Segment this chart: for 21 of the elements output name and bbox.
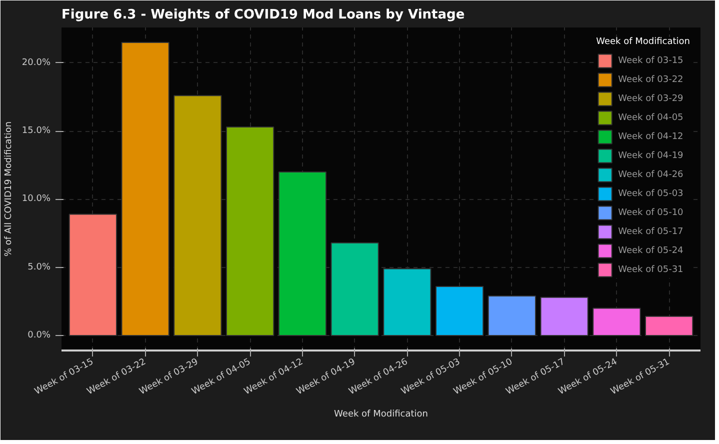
legend-label: Week of 05-03 xyxy=(618,188,684,200)
legend-label: Week of 03-22 xyxy=(618,74,684,86)
legend-label: Week of 03-29 xyxy=(618,92,684,106)
y-tick-label: 15.0% xyxy=(22,126,51,136)
x-axis-title: Week of Modification xyxy=(334,410,428,420)
y-tick-label: 0.0% xyxy=(28,330,51,341)
y-tick-label: 5.0% xyxy=(28,262,51,272)
legend-label: Week of 05-17 xyxy=(618,226,684,238)
legend-label: Week of 05-31 xyxy=(618,264,684,276)
legend-label: Week of 04-26 xyxy=(618,168,684,182)
legend-title: Week of Modification xyxy=(596,37,690,47)
legend-label: Week of 04-19 xyxy=(618,150,684,162)
legend-label: Week of 05-10 xyxy=(618,206,684,220)
chart-title: Figure 6.3 - Weights of COVID19 Mod Loans by Vintage xyxy=(62,8,465,22)
y-tick-label: 20.0% xyxy=(22,58,51,68)
legend-label: Week of 05-24 xyxy=(618,244,684,258)
legend-label: Week of 03-15 xyxy=(618,54,684,68)
y-tick-label: 10.0% xyxy=(22,194,51,204)
legend-label: Week of 04-12 xyxy=(618,130,684,144)
legend-label: Week of 04-05 xyxy=(618,112,684,124)
y-axis-title: % of All COVID19 Modification xyxy=(4,121,14,257)
